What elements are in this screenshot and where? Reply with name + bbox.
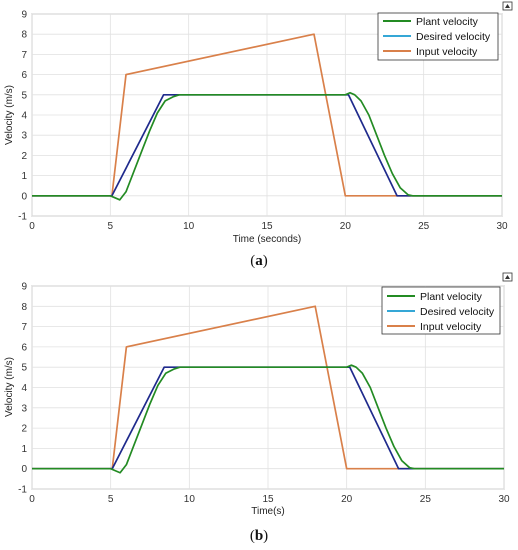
y-tick-label: 0 [21,191,27,202]
y-tick-label: 7 [21,322,27,333]
y-tick-label: 6 [21,342,27,353]
series-layer [32,33,502,201]
x-tick-label: 30 [498,494,510,505]
legend-label-input: Input velocity [416,46,478,58]
y-tick-labels: -1 0 1 2 3 4 5 6 7 8 9 [18,282,27,496]
x-tick-label: 20 [341,494,353,505]
caption-b: (b) [250,528,268,544]
x-tick-label: 5 [108,494,114,505]
x-tick-label: 15 [261,221,273,232]
x-tick-label: 25 [418,221,430,232]
x-tick-label: 25 [420,494,432,505]
legend: Plant velocity Desired velocity Input ve… [381,286,501,335]
y-tick-label: 3 [21,403,27,414]
y-tick-label: 1 [21,444,27,455]
legend: Plant velocity Desired velocity Input ve… [377,12,499,61]
series-layer [32,305,504,474]
y-tick-label: -1 [18,485,27,496]
y-tick-label: 2 [21,424,27,435]
caption-a: (a) [250,253,268,269]
x-tick-labels: 0 5 10 15 20 25 30 [29,494,510,505]
x-tick-label: 0 [29,494,35,505]
y-tick-label: 5 [21,363,27,374]
y-tick-label: 0 [21,464,27,475]
y-tick-label: 3 [21,131,27,142]
y-tick-label: 4 [21,111,27,122]
legend-label-desired: Desired velocity [416,31,491,43]
x-tick-label: 15 [262,494,274,505]
x-tick-label: 10 [183,221,195,232]
x-tick-label: 10 [184,494,196,505]
y-tick-label: 5 [21,90,27,101]
y-tick-label: 7 [21,50,27,61]
legend-label-desired: Desired velocity [420,306,495,318]
x-tick-label: 20 [340,221,352,232]
y-tick-label: 1 [21,171,27,182]
x-tick-label: 5 [108,221,114,232]
y-tick-labels: -1 0 1 2 3 4 5 6 7 8 9 [18,10,27,223]
series-line-plant-velocity [32,364,504,474]
y-tick-label: 9 [21,10,27,21]
x-axis-label: Time(s) [251,506,285,517]
y-axis-label: Velocity (m/s) [4,85,15,145]
series-line-plant-velocity [32,91,502,201]
y-tick-label: 8 [21,30,27,41]
y-tick-label: 9 [21,282,27,293]
expand-icon[interactable] [502,1,513,11]
y-tick-label: -1 [18,212,27,223]
legend-label-plant: Plant velocity [416,16,479,28]
y-tick-label: 8 [21,302,27,313]
legend-label-plant: Plant velocity [420,291,483,303]
y-tick-label: 6 [21,70,27,81]
x-axis-label: Time (seconds) [233,234,302,245]
x-tick-label: 0 [29,221,35,232]
y-tick-label: 4 [21,383,27,394]
x-tick-label: 30 [496,221,508,232]
expand-icon[interactable] [502,272,513,282]
x-tick-labels: 0 5 10 15 20 25 30 [29,221,508,232]
y-axis-label: Velocity (m/s) [4,357,15,417]
legend-label-input: Input velocity [420,321,482,333]
y-tick-label: 2 [21,151,27,162]
